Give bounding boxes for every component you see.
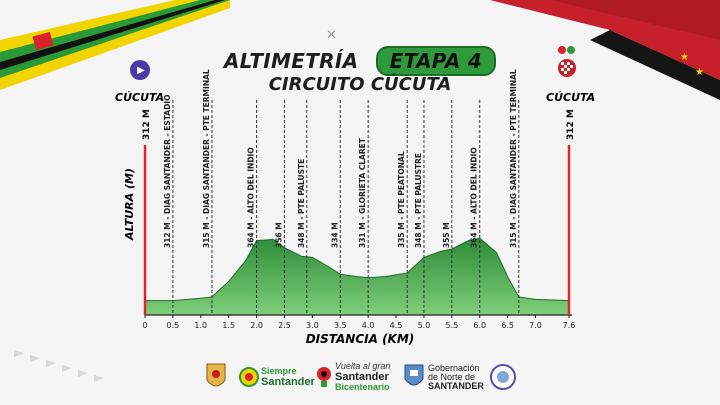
marker-label: 348 M - PTE PALUSTE bbox=[297, 159, 306, 248]
page-title: ALTIMETRÍA ETAPA 4 bbox=[0, 46, 720, 76]
x-tick-label: 0 bbox=[142, 321, 147, 330]
y-axis-label: ALTURA (M) bbox=[123, 168, 136, 241]
gob-line1: Gobernación bbox=[428, 362, 480, 373]
round-emblem-logo bbox=[490, 360, 516, 394]
gob-line3: SANTANDER bbox=[428, 380, 484, 391]
x-tick-label: 7.6 bbox=[563, 321, 576, 330]
marker-label: 364 M - ALTO DEL INDIO bbox=[470, 147, 479, 248]
santander-text: Santander bbox=[261, 375, 315, 388]
gob-line2: de Norte de bbox=[428, 371, 476, 382]
siempre-santander-logo: Siempre Santander bbox=[239, 360, 315, 394]
x-tick-label: 2.0 bbox=[250, 321, 263, 330]
marker-label: 334 M bbox=[330, 222, 339, 248]
x-tick-label: 3.5 bbox=[334, 321, 347, 330]
svg-text:★: ★ bbox=[695, 67, 704, 78]
x-tick-label: 3.0 bbox=[306, 321, 319, 330]
vuelta-santander-logo: Vuelta al gran Santander Bicentenario bbox=[315, 360, 390, 394]
start-city-label: CÚCUTA bbox=[115, 91, 164, 104]
vuelta-line3: Bicentenario bbox=[335, 382, 390, 392]
stage-badge: ETAPA 4 bbox=[375, 46, 497, 76]
siempre-text: Siempre bbox=[261, 365, 297, 376]
marker-label: 355 M bbox=[442, 222, 451, 248]
finish-flag-icon bbox=[558, 46, 576, 77]
checkered-flags-decoration bbox=[14, 350, 104, 382]
marker-label: 315 M - DIAG SANTANDER - PTE TERMINAL bbox=[202, 69, 211, 248]
marker-label: 331 M - GLORIETA CLARET bbox=[358, 137, 367, 248]
title-text: ALTIMETRÍA bbox=[223, 49, 359, 73]
marker-label: 315 M - DIAG SANTANDER - PTE TERMINAL bbox=[509, 69, 518, 248]
marker-label: 356 M bbox=[274, 222, 283, 248]
gobernacion-logo: Gobernación de Norte de SANTANDER bbox=[403, 360, 484, 394]
x-tick-label: 4.0 bbox=[362, 321, 375, 330]
x-tick-label: 1.0 bbox=[194, 321, 207, 330]
x-axis-label: DISTANCIA (KM) bbox=[306, 332, 415, 346]
finish-elevation-label: 312 M bbox=[566, 109, 576, 140]
marker-label: 312 M - DIAG SANTANDER - ESTADIO bbox=[163, 95, 172, 248]
svg-text:★: ★ bbox=[680, 52, 689, 63]
x-tick-label: 6.0 bbox=[473, 321, 486, 330]
x-tick-label: 4.5 bbox=[390, 321, 403, 330]
x-tick-label: 0.5 bbox=[167, 321, 180, 330]
x-tick-label: 5.5 bbox=[445, 321, 458, 330]
marker-label: 335 M - PTE PEATONAL bbox=[397, 151, 406, 248]
x-tick-label: 2.5 bbox=[278, 321, 291, 330]
vuelta-line1: Vuelta al gran bbox=[335, 361, 391, 371]
x-tick-label: 1.5 bbox=[222, 321, 235, 330]
sponsor-logos: Siempre Santander Vuelta al gran Santand… bbox=[205, 360, 525, 396]
crest-logo bbox=[205, 360, 227, 394]
start-play-icon: ▶ bbox=[130, 60, 150, 80]
x-tick-label: 6.5 bbox=[501, 321, 514, 330]
marker-label: 364 M - ALTO DEL INDIO bbox=[247, 147, 256, 248]
santander-flag-decoration bbox=[0, 0, 230, 90]
x-tick-label: 5.0 bbox=[418, 321, 431, 330]
vuelta-line2: Santander bbox=[335, 371, 389, 383]
elevation-profile-area bbox=[144, 237, 570, 316]
finish-city-label: CÚCUTA bbox=[546, 91, 595, 104]
norte-santander-flag-decoration: ★ ★ bbox=[490, 0, 720, 100]
x-tick-label: 7.0 bbox=[529, 321, 542, 330]
start-elevation-label: 312 M bbox=[142, 109, 152, 140]
stage-subtitle: CIRCUITO CÚCUTA bbox=[268, 74, 452, 95]
marker-label: 348 M - PTE PALUSTRE bbox=[414, 153, 423, 248]
close-icon[interactable]: ✕ bbox=[326, 28, 337, 43]
